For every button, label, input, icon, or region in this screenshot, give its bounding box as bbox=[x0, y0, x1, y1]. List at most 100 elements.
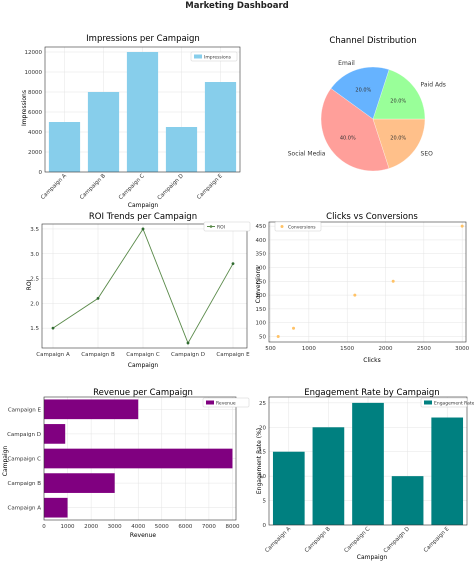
pie-category-label: Email bbox=[338, 60, 355, 67]
clicks-ytick-label: 150 bbox=[256, 307, 267, 313]
engagement-bars bbox=[272, 402, 464, 525]
revenue-legend-box bbox=[202, 397, 250, 408]
clicks-point bbox=[276, 334, 280, 338]
revenue-bars bbox=[44, 399, 233, 518]
roi-point bbox=[231, 262, 235, 266]
engagement-ytick-label: 0 bbox=[263, 523, 267, 529]
pie-category-label: Paid Ads bbox=[421, 81, 446, 88]
engagement-xtick-label: Campaign B bbox=[304, 526, 332, 554]
clicks-ytick-label: 400 bbox=[256, 238, 267, 244]
engagement-chart-title: Engagement Rate by Campaign bbox=[304, 388, 439, 398]
revenue-xtick-label: 3000 bbox=[108, 524, 122, 530]
engagement-ytick-label: 10 bbox=[259, 474, 266, 480]
clicks-point bbox=[391, 279, 395, 283]
engagement-ytick-label: 20 bbox=[259, 425, 266, 431]
revenue-chart: Revenue per Campaign 0 1000 2000 3000 4000 50… bbox=[2, 388, 250, 539]
revenue-chart-title: Revenue per Campaign bbox=[93, 388, 193, 398]
roi-ylabel: ROI bbox=[26, 279, 33, 290]
pie-category-label: SEO bbox=[421, 151, 434, 158]
revenue-ytick-label: Campaign E bbox=[8, 407, 42, 413]
engagement-ylabel: Engagement Rate (%) bbox=[256, 428, 263, 494]
impressions-xtick-label: Campaign D bbox=[157, 173, 185, 201]
revenue-xtick-label: 0 bbox=[42, 524, 46, 530]
revenue-xtick-label: 8000 bbox=[225, 524, 239, 530]
pie-slice bbox=[330, 66, 390, 120]
engagement-legend-label: Engagement Rate bbox=[434, 400, 474, 406]
clicks-legend-box bbox=[274, 221, 322, 232]
engagement-xtick-label: Campaign C bbox=[343, 526, 371, 554]
roi-xtick-label: Campaign A bbox=[36, 352, 70, 358]
roi-ytick-label: 2.0 bbox=[30, 301, 39, 307]
engagement-bar bbox=[391, 476, 424, 525]
impressions-legend-swatch bbox=[194, 54, 202, 59]
clicks-chart-title: Clicks vs Conversions bbox=[326, 212, 418, 222]
engagement-bar bbox=[431, 417, 464, 525]
engagement-xtick-label: Campaign D bbox=[383, 526, 411, 554]
impressions-ytick-label: 6000 bbox=[28, 110, 42, 116]
roi-xtick-label: Campaign C bbox=[126, 352, 160, 358]
clicks-grid bbox=[269, 222, 466, 342]
impressions-xtick-label: Campaign A bbox=[40, 173, 68, 201]
impressions-xtick-label: Campaign E bbox=[196, 173, 224, 201]
roi-legend-box bbox=[203, 221, 251, 232]
engagement-chart: Engagement Rate by Campaign 0 5 10 15 20 25 Ca… bbox=[256, 388, 474, 561]
revenue-bar bbox=[44, 424, 66, 444]
clicks-xlabel: Clicks bbox=[363, 357, 380, 364]
revenue-ytick-label: Campaign A bbox=[8, 506, 42, 512]
clicks-ytick-label: 450 bbox=[256, 224, 267, 230]
engagement-xlabel: Campaign bbox=[357, 554, 388, 561]
impressions-bar bbox=[48, 122, 81, 172]
impressions-ytick-label: 10000 bbox=[25, 70, 43, 76]
revenue-bar bbox=[44, 448, 233, 469]
clicks-ytick-label: 100 bbox=[256, 321, 267, 327]
impressions-xtick-label: Campaign B bbox=[79, 173, 107, 201]
impressions-axes-frame bbox=[44, 46, 241, 173]
clicks-legend-label: Conversions bbox=[288, 224, 316, 230]
revenue-ytick-label: Campaign B bbox=[8, 481, 42, 487]
revenue-xtick-label: 4000 bbox=[131, 524, 145, 530]
impressions-ylabel: Impressions bbox=[21, 90, 28, 126]
clicks-ytick-label: 250 bbox=[256, 279, 267, 285]
impressions-legend-box bbox=[190, 51, 238, 62]
clicks-axes-frame bbox=[268, 221, 467, 343]
impressions-ytick-label: 0 bbox=[39, 170, 43, 176]
clicks-xtick-label: 2000 bbox=[379, 346, 393, 352]
clicks-ytick-label: 50 bbox=[259, 334, 266, 340]
roi-point bbox=[51, 326, 55, 330]
dashboard-title: Marketing Dashboard bbox=[185, 1, 289, 11]
engagement-axes-frame bbox=[268, 396, 468, 526]
revenue-xlabel: Revenue bbox=[130, 532, 156, 539]
engagement-ytick-label: 15 bbox=[259, 450, 266, 456]
revenue-xtick-label: 1000 bbox=[61, 524, 75, 530]
revenue-xtick-label: 7000 bbox=[202, 524, 216, 530]
roi-axes-frame bbox=[41, 223, 248, 349]
roi-ytick-label: 3.0 bbox=[30, 252, 39, 258]
impressions-ytick-label: 2000 bbox=[28, 150, 42, 156]
clicks-point bbox=[353, 293, 357, 297]
engagement-ytick-label: 25 bbox=[259, 401, 266, 407]
revenue-axes-frame bbox=[43, 396, 237, 521]
impressions-ytick-label: 12000 bbox=[25, 50, 43, 56]
revenue-bar bbox=[44, 399, 139, 420]
impressions-bar bbox=[126, 52, 159, 172]
channel-distribution-chart: Channel Distribution 40.0% Social Media 20… bbox=[288, 36, 446, 172]
pie-value-label: 20.0% bbox=[355, 87, 371, 93]
revenue-legend-swatch bbox=[206, 400, 214, 405]
impressions-legend-label: Impressions bbox=[204, 54, 232, 60]
clicks-ylabel: Conversions bbox=[255, 267, 262, 304]
clicks-xtick-label: 3000 bbox=[455, 346, 469, 352]
pie-value-label: 20.0% bbox=[390, 99, 406, 105]
roi-legend-label: ROI bbox=[217, 224, 225, 230]
clicks-ytick-label: 350 bbox=[256, 252, 267, 258]
clicks-point bbox=[292, 326, 296, 330]
revenue-axes: 0 1000 2000 3000 4000 5000 6000 7000 8000 Campaig… bbox=[7, 396, 250, 530]
clicks-xtick-label: 500 bbox=[265, 346, 276, 352]
roi-xtick-label: Campaign E bbox=[216, 352, 250, 358]
roi-chart: ROI Trends per Campaign 1.5 2.0 2.5 3.0 3.5 C… bbox=[26, 212, 251, 369]
clicks-xtick-label: 1500 bbox=[340, 346, 354, 352]
revenue-bar bbox=[44, 497, 68, 518]
roi-xtick-label: Campaign B bbox=[81, 352, 115, 358]
impressions-bars bbox=[48, 52, 237, 172]
revenue-ytick-label: Campaign D bbox=[7, 432, 41, 438]
impressions-xtick-label: Campaign C bbox=[118, 173, 146, 201]
